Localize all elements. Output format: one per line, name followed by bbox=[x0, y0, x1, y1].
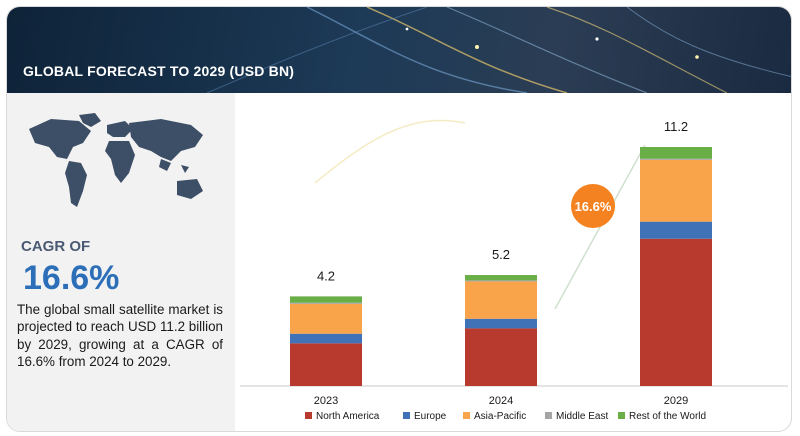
bar-2024-asia-pacific bbox=[465, 281, 537, 319]
bar-2024-europe bbox=[465, 318, 537, 329]
bar-2023-rest-of-the-world bbox=[290, 296, 362, 303]
legend-swatch bbox=[403, 412, 410, 419]
bar-2029-asia-pacific bbox=[640, 159, 712, 222]
stacked-bar-chart: 4.2 2023 5.2 2024 11.2 2029 North America Europ… bbox=[235, 93, 791, 431]
legend-label: North America bbox=[316, 411, 380, 422]
x-tick-label: 2023 bbox=[314, 395, 338, 407]
chart-title: GLOBAL FORECAST TO 2029 (USD BN) bbox=[23, 63, 295, 79]
growth-badge-text: 16.6% bbox=[575, 199, 612, 214]
bar-2024-middle-east bbox=[465, 280, 537, 282]
bar-2029-rest-of-the-world bbox=[640, 147, 712, 159]
total-label: 5.2 bbox=[492, 247, 510, 262]
bar-2024-rest-of-the-world bbox=[465, 275, 537, 281]
legend-swatch bbox=[305, 412, 312, 419]
growth-badge-circle bbox=[571, 184, 615, 228]
market-description: The global small satellite market is pro… bbox=[17, 302, 223, 370]
legend-label: Rest of the World bbox=[629, 411, 706, 422]
header-light-streaks bbox=[206, 7, 791, 93]
bar-2023-asia-pacific bbox=[290, 303, 362, 334]
legend-label: Middle East bbox=[556, 411, 608, 422]
bar-2023-middle-east bbox=[290, 302, 362, 304]
x-tick-label: 2024 bbox=[489, 395, 513, 407]
legend-label: Europe bbox=[414, 411, 447, 422]
world-map-icon bbox=[21, 111, 211, 221]
cagr-label: CAGR OF bbox=[21, 238, 91, 255]
bar-2023-europe bbox=[290, 333, 362, 344]
legend-label: Asia-Pacific bbox=[474, 411, 526, 422]
legend-swatch bbox=[618, 412, 625, 419]
x-tick-label: 2029 bbox=[664, 395, 688, 407]
summary-panel: CAGR OF 16.6% The global small satellite… bbox=[7, 93, 235, 431]
chart-plot: 4.2 2023 5.2 2024 11.2 2029 North America Europ… bbox=[240, 119, 788, 422]
bar-2024-north-america bbox=[465, 328, 537, 386]
infographic-card: GLOBAL FORECAST TO 2029 (USD BN) CAGR OF… bbox=[6, 6, 792, 432]
bar-2029-north-america bbox=[640, 238, 712, 386]
legend-swatch bbox=[545, 412, 552, 419]
bar-2029-europe bbox=[640, 221, 712, 239]
growth-badge: 16.6% bbox=[571, 184, 615, 228]
chart-svg: 4.2 2023 5.2 2024 11.2 2029 North America Europ… bbox=[240, 119, 788, 422]
bar-2023-north-america bbox=[290, 343, 362, 386]
cagr-value: 16.6% bbox=[23, 259, 120, 297]
total-label: 11.2 bbox=[664, 119, 688, 134]
header-banner: GLOBAL FORECAST TO 2029 (USD BN) bbox=[7, 7, 791, 93]
total-label: 4.2 bbox=[317, 268, 335, 283]
legend-swatch bbox=[463, 412, 470, 419]
bar-2029-middle-east bbox=[640, 158, 712, 160]
